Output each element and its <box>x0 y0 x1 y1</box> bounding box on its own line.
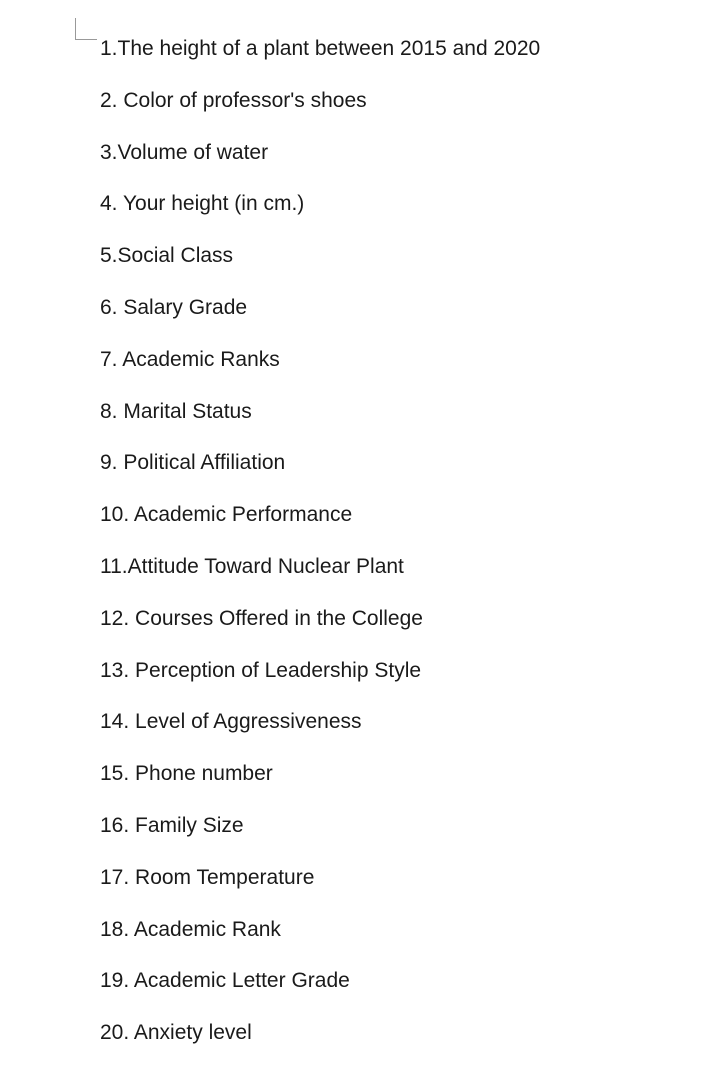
numbered-list: 1.The height of a plant between 2015 and… <box>100 35 720 1071</box>
cursor-mark <box>75 18 97 40</box>
list-item: 17. Room Temperature <box>100 864 720 891</box>
item-text: 13. Perception of Leadership Style <box>100 659 421 682</box>
item-text: 2. Color of professor's shoes <box>100 89 367 112</box>
list-item: 11.Attitude Toward Nuclear Plant <box>100 553 720 580</box>
item-text: 18. Academic Rank <box>100 918 281 941</box>
item-text: 12. Courses Offered in the College <box>100 607 423 630</box>
list-item: 18. Academic Rank <box>100 916 720 943</box>
item-text: 10. Academic Performance <box>100 503 352 526</box>
list-item: 20. Anxiety level <box>100 1019 720 1046</box>
list-item: 9. Political Affiliation <box>100 449 720 476</box>
list-item: 13. Perception of Leadership Style <box>100 657 720 684</box>
item-text: 15. Phone number <box>100 762 273 785</box>
list-item: 3.Volume of water <box>100 139 720 166</box>
item-text: 3.Volume of water <box>100 141 268 164</box>
list-item: 8. Marital Status <box>100 398 720 425</box>
item-text: 11.Attitude Toward Nuclear Plant <box>100 555 404 578</box>
list-item: 16. Family Size <box>100 812 720 839</box>
list-item: 1.The height of a plant between 2015 and… <box>100 35 720 62</box>
list-item: 5.Social Class <box>100 242 720 269</box>
item-text: 20. Anxiety level <box>100 1021 252 1044</box>
item-text: 16. Family Size <box>100 814 244 837</box>
list-item: 14. Level of Aggressiveness <box>100 708 720 735</box>
list-item: 12. Courses Offered in the College <box>100 605 720 632</box>
item-text: 4. Your height (in cm.) <box>100 192 304 215</box>
item-text: 9. Political Affiliation <box>100 451 285 474</box>
item-text: 5.Social Class <box>100 244 233 267</box>
list-item: 10. Academic Performance <box>100 501 720 528</box>
item-text: 8. Marital Status <box>100 400 252 423</box>
list-item: 6. Salary Grade <box>100 294 720 321</box>
item-text: 6. Salary Grade <box>100 296 247 319</box>
item-text: 14. Level of Aggressiveness <box>100 710 362 733</box>
item-text: 1.The height of a plant between 2015 and… <box>100 37 540 60</box>
item-text: 17. Room Temperature <box>100 866 314 889</box>
list-item: 15. Phone number <box>100 760 720 787</box>
list-item: 4. Your height (in cm.) <box>100 190 720 217</box>
item-text: 7. Academic Ranks <box>100 348 280 371</box>
list-item: 7. Academic Ranks <box>100 346 720 373</box>
item-text: 19. Academic Letter Grade <box>100 969 350 992</box>
list-item: 19. Academic Letter Grade <box>100 967 720 994</box>
list-item: 2. Color of professor's shoes <box>100 87 720 114</box>
